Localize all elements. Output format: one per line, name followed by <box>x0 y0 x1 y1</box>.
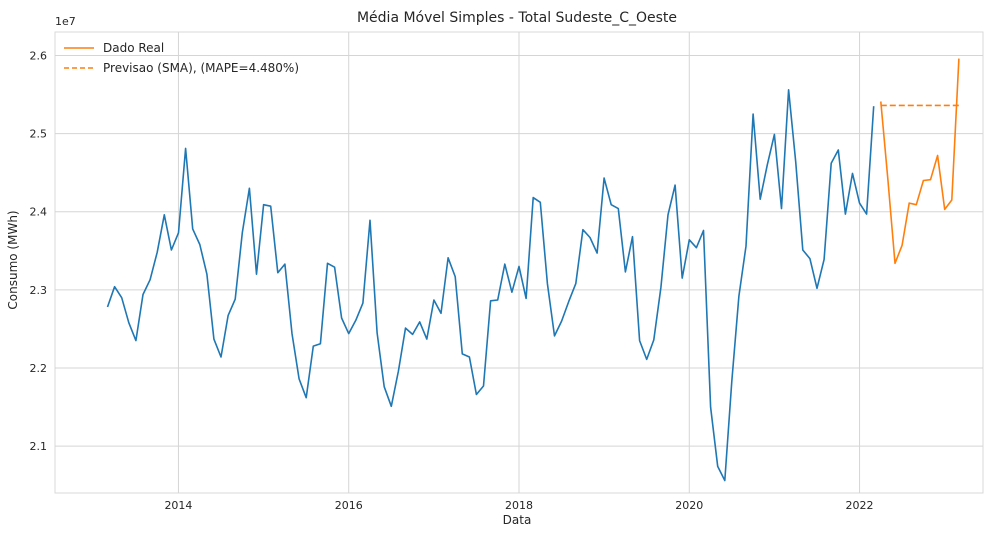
gridlines <box>55 32 983 493</box>
legend-label: Previsao (SMA), (MAPE=4.480%) <box>103 61 299 75</box>
series-lines <box>106 58 960 482</box>
x-tick-label: 2014 <box>164 499 192 512</box>
chart-title: Média Móvel Simples - Total Sudeste_C_Oe… <box>357 10 677 26</box>
y-axis-label: Consumo (MWh) <box>6 210 20 309</box>
series-line-history <box>106 89 875 482</box>
y-tick-label: 2.2 <box>30 362 48 375</box>
x-tick-label: 2020 <box>675 499 703 512</box>
x-axis-label: Data <box>503 513 532 527</box>
y-tick-label: 2.6 <box>30 49 48 62</box>
x-tick-label: 2022 <box>846 499 874 512</box>
y-tick-label: 2.4 <box>30 206 48 219</box>
y-tick-labels: 2.1 2.2 2.3 2.4 2.5 2.6 <box>30 49 48 453</box>
y-tick-label: 2.3 <box>30 284 48 297</box>
y-offset-label: 1e7 <box>55 15 76 28</box>
y-tick-label: 2.5 <box>30 128 48 141</box>
legend-label: Dado Real <box>103 41 164 55</box>
x-tick-label: 2016 <box>335 499 363 512</box>
series-line-dado-real <box>880 58 960 265</box>
legend: Dado Real Previsao (SMA), (MAPE=4.480%) <box>64 41 299 75</box>
x-tick-labels: 2014 2016 2018 2020 2022 <box>164 499 873 512</box>
x-tick-label: 2018 <box>505 499 533 512</box>
y-tick-label: 2.1 <box>30 440 48 453</box>
